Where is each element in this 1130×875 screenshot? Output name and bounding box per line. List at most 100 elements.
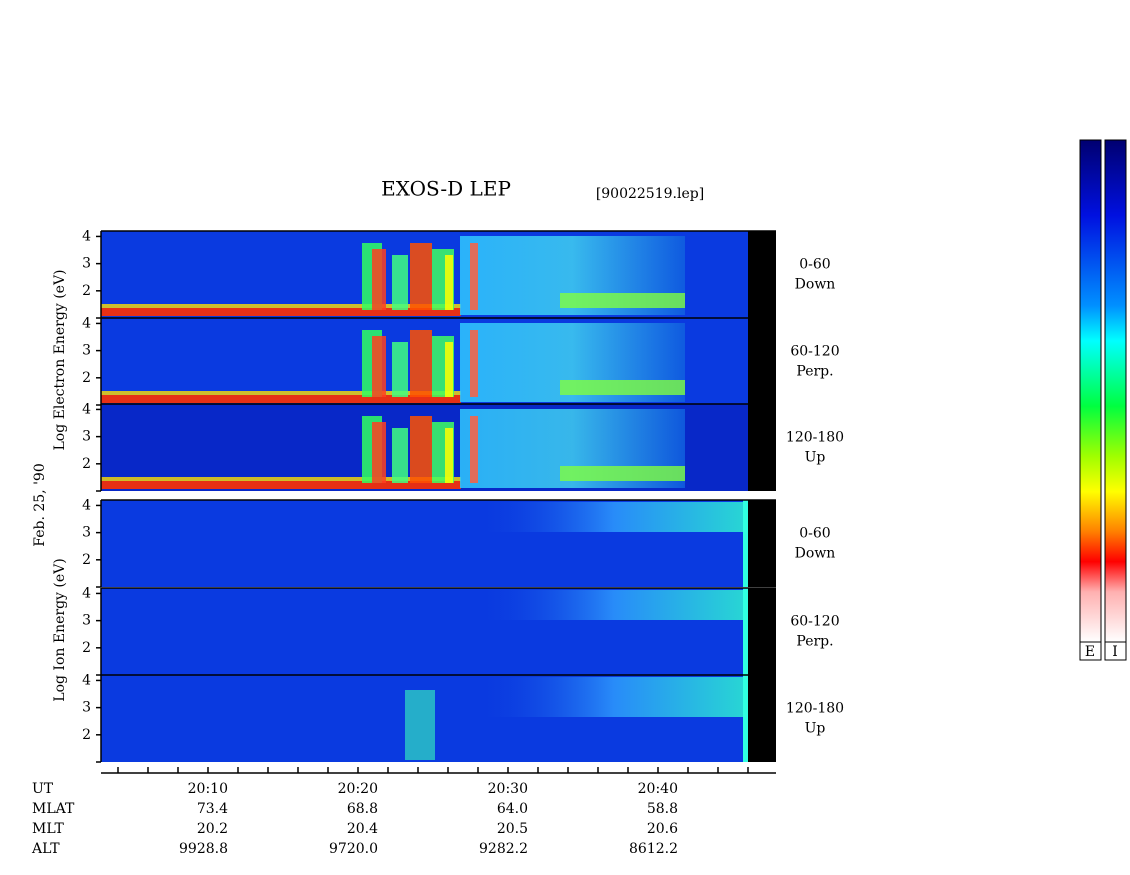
- spectrogram-burst: [410, 243, 432, 310]
- spectrogram-burst: [470, 330, 478, 397]
- colorbar: [1079, 139, 1102, 643]
- orbit-value: 9720.0: [329, 841, 378, 857]
- y-tick-label: 2: [82, 552, 91, 568]
- y-tick-label: 2: [82, 456, 91, 472]
- spectrogram-band: [560, 380, 685, 395]
- spectrogram-band: [101, 477, 461, 481]
- y-tick-label: 3: [82, 343, 91, 359]
- y-tick-label: 3: [82, 613, 91, 629]
- spectrogram-band: [480, 677, 748, 717]
- colorbar-label: I: [1112, 644, 1118, 660]
- y-tick-label: 2: [82, 370, 91, 386]
- orbit-value: 20.2: [197, 821, 228, 837]
- panel-angle: 60-120: [790, 344, 839, 360]
- no-data: [748, 500, 776, 587]
- spectrogram-band: [101, 304, 461, 308]
- date: Feb. 25, '90: [32, 463, 48, 546]
- orbit-value: 20:40: [638, 781, 678, 797]
- spectrogram-burst: [445, 428, 453, 483]
- y-tick-label: 4: [82, 401, 91, 417]
- panel-direction: Down: [795, 277, 836, 293]
- spectrogram-burst: [372, 422, 386, 483]
- spectrogram-burst: [410, 416, 432, 483]
- orbit-row-label: MLT: [32, 821, 64, 837]
- colorbar-box: [1079, 641, 1102, 661]
- orbit-value: 20:30: [488, 781, 528, 797]
- y-tick-label: 4: [82, 497, 91, 513]
- panel-direction: Down: [795, 546, 836, 562]
- spectrogram-band: [480, 502, 748, 532]
- no-data: [748, 318, 776, 405]
- colorbar-box: [1104, 641, 1127, 661]
- spectrogram-edge: [743, 500, 748, 587]
- orbit-value: 68.8: [347, 801, 378, 817]
- orbit-row-label: ALT: [31, 841, 60, 857]
- orbit-value: 20.6: [647, 821, 678, 837]
- file-name: [90022519.lep]: [596, 186, 704, 202]
- panel-angle: 0-60: [799, 526, 830, 542]
- spectrogram-burst: [445, 342, 453, 397]
- y-tick-label: 4: [82, 228, 91, 244]
- orbit-value: 9928.8: [179, 841, 228, 857]
- spectrogram-burst: [470, 243, 478, 310]
- panel-direction: Up: [805, 450, 826, 466]
- orbit-value: 8612.2: [629, 841, 678, 857]
- y-tick-label: 3: [82, 429, 91, 445]
- panel-direction: Perp.: [796, 364, 833, 380]
- spectrogram-burst: [405, 690, 435, 760]
- orbit-value: 9282.2: [479, 841, 528, 857]
- y-tick-label: 2: [82, 640, 91, 656]
- spectrogram-edge: [743, 588, 748, 675]
- colorbar-label: E: [1085, 644, 1095, 660]
- spectrogram-band: [101, 395, 461, 403]
- group-label: Log Ion Energy (eV): [52, 558, 68, 701]
- spectrogram-burst: [445, 255, 453, 310]
- no-data: [748, 231, 776, 318]
- no-data: [748, 588, 776, 675]
- y-tick-label: 4: [82, 672, 91, 688]
- no-data: [748, 675, 776, 762]
- orbit-row-label: MLAT: [32, 801, 75, 817]
- spectrogram-burst: [410, 330, 432, 397]
- y-tick-label: 3: [82, 256, 91, 272]
- spectrogram-band: [480, 590, 748, 620]
- spectrogram-burst: [372, 336, 386, 397]
- y-tick-label: 4: [82, 315, 91, 331]
- no-data: [748, 404, 776, 491]
- orbit-value: 20:10: [188, 781, 228, 797]
- title: EXOS-D LEP: [381, 177, 511, 201]
- spectrogram-band: [560, 293, 685, 308]
- orbit-row-label: UT: [32, 781, 54, 797]
- group-label: Log Electron Energy (eV): [52, 269, 68, 450]
- spectrogram-burst: [392, 342, 408, 397]
- spectrogram-burst: [392, 255, 408, 310]
- spectrogram-burst: [392, 428, 408, 483]
- panel-angle: 60-120: [790, 614, 839, 630]
- orbit-value: 20.4: [347, 821, 378, 837]
- spectrogram-band: [101, 308, 461, 316]
- spectrogram-burst: [372, 249, 386, 310]
- spectrogram-edge: [743, 675, 748, 762]
- y-tick-label: 2: [82, 283, 91, 299]
- y-tick-label: 2: [82, 727, 91, 743]
- y-tick-label: 3: [82, 525, 91, 541]
- spectrogram-burst: [470, 416, 478, 483]
- colorbar: [1104, 139, 1127, 643]
- orbit-value: 64.0: [497, 801, 528, 817]
- panel-direction: Up: [805, 721, 826, 737]
- orbit-value: 73.4: [197, 801, 228, 817]
- spectrogram-band: [101, 391, 461, 395]
- spectrogram-band: [101, 481, 461, 489]
- panel-angle: 120-180: [786, 701, 844, 717]
- y-tick-label: 4: [82, 585, 91, 601]
- spectrogram-band: [560, 466, 685, 481]
- orbit-value: 20:20: [338, 781, 378, 797]
- orbit-value: 20.5: [497, 821, 528, 837]
- panel-direction: Perp.: [796, 634, 833, 650]
- orbit-value: 58.8: [647, 801, 678, 817]
- panel-angle: 120-180: [786, 430, 844, 446]
- y-tick-label: 3: [82, 700, 91, 716]
- panel-angle: 0-60: [799, 257, 830, 273]
